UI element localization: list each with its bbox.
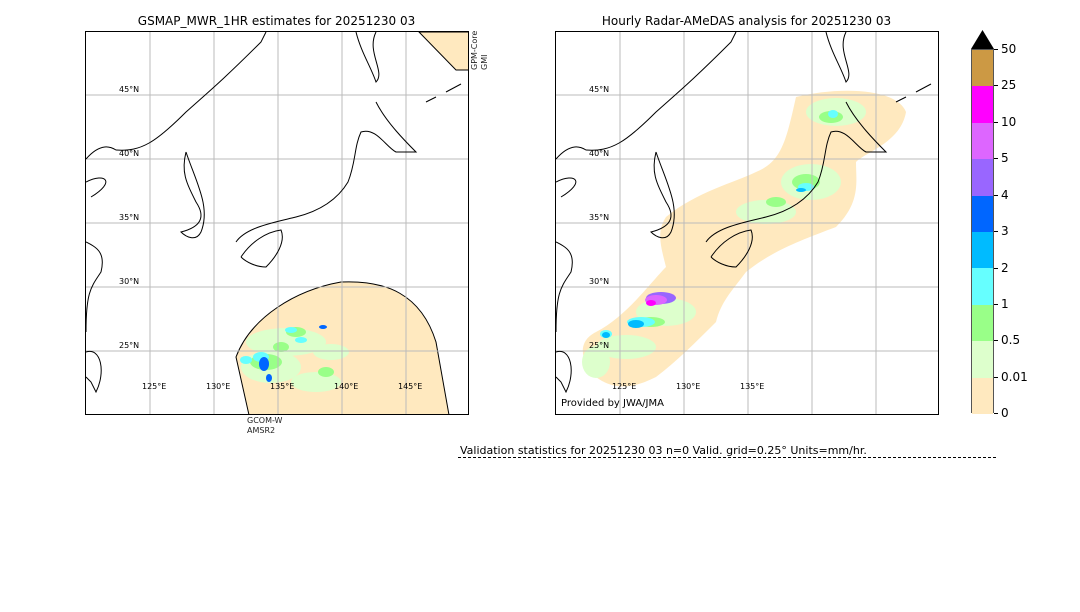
- colorbar-seg-25-50: [972, 50, 993, 87]
- left-lon-145: 145°E: [398, 382, 423, 391]
- colorbar-tick-0: 0: [994, 406, 1009, 420]
- left-map-title: GSMAP_MWR_1HR estimates for 20251230 03: [137, 14, 416, 28]
- right-lon-130: 130°E: [676, 382, 701, 391]
- left-lon-135: 135°E: [270, 382, 295, 391]
- colorbar-tick-10: 10: [994, 115, 1016, 129]
- left-lat-25: 25°N: [119, 341, 140, 350]
- colorbar-tick-2: 2: [994, 261, 1009, 275]
- colorbar-seg-10-25: [972, 86, 993, 123]
- colorbar-seg-4-5: [972, 159, 993, 196]
- colorbar-tick-5: 5: [994, 151, 1009, 165]
- colorbar-seg-5-10: [972, 122, 993, 160]
- colorbar-tick-50: 50: [994, 42, 1016, 56]
- colorbar-tick-25: 25: [994, 78, 1016, 92]
- colorbar-seg-3-4: [972, 195, 993, 232]
- right-map-canvas: [556, 32, 938, 414]
- colorbar-tick-4: 4: [994, 188, 1009, 202]
- colorbar-tick-0.5: 0.5: [994, 333, 1020, 347]
- colorbar-extend-arrow: [971, 30, 994, 49]
- sensor-label-amsr2: GCOM-W AMSR2: [247, 416, 283, 435]
- colorbar-tick-1: 1: [994, 297, 1009, 311]
- colorbar: [971, 49, 994, 414]
- right-lat-25: 25°N: [589, 341, 610, 350]
- right-lat-35: 35°N: [589, 213, 610, 222]
- sensor-label-gpm: GPM-Core GMI: [470, 30, 489, 70]
- colorbar-seg-05-1: [972, 304, 993, 342]
- right-lat-30: 30°N: [589, 277, 610, 286]
- colorbar-seg-001-05: [972, 341, 993, 378]
- colorbar-seg-2-3: [972, 232, 993, 269]
- right-lat-40: 40°N: [589, 149, 610, 158]
- right-lat-45: 45°N: [589, 85, 610, 94]
- left-lat-40: 40°N: [119, 149, 140, 158]
- right-lon-135: 135°E: [740, 382, 765, 391]
- left-map: [85, 31, 469, 415]
- right-map-title: Hourly Radar-AMeDAS analysis for 2025123…: [601, 14, 892, 28]
- left-lon-130: 130°E: [206, 382, 231, 391]
- left-lat-45: 45°N: [119, 85, 140, 94]
- left-map-canvas: [86, 32, 468, 414]
- right-map: [555, 31, 939, 415]
- colorbar-seg-1-2: [972, 268, 993, 305]
- validation-divider: [458, 457, 996, 458]
- validation-statistics: Validation statistics for 20251230 03 n=…: [460, 444, 867, 457]
- colorbar-tick-3: 3: [994, 224, 1009, 238]
- left-lon-125: 125°E: [142, 382, 167, 391]
- right-lon-125: 125°E: [612, 382, 637, 391]
- colorbar-tick-0.01: 0.01: [994, 370, 1028, 384]
- credit-label: Provided by JWA/JMA: [561, 398, 664, 409]
- colorbar-seg-0-001: [972, 377, 993, 414]
- left-lat-35: 35°N: [119, 213, 140, 222]
- left-lat-30: 30°N: [119, 277, 140, 286]
- left-lon-140: 140°E: [334, 382, 359, 391]
